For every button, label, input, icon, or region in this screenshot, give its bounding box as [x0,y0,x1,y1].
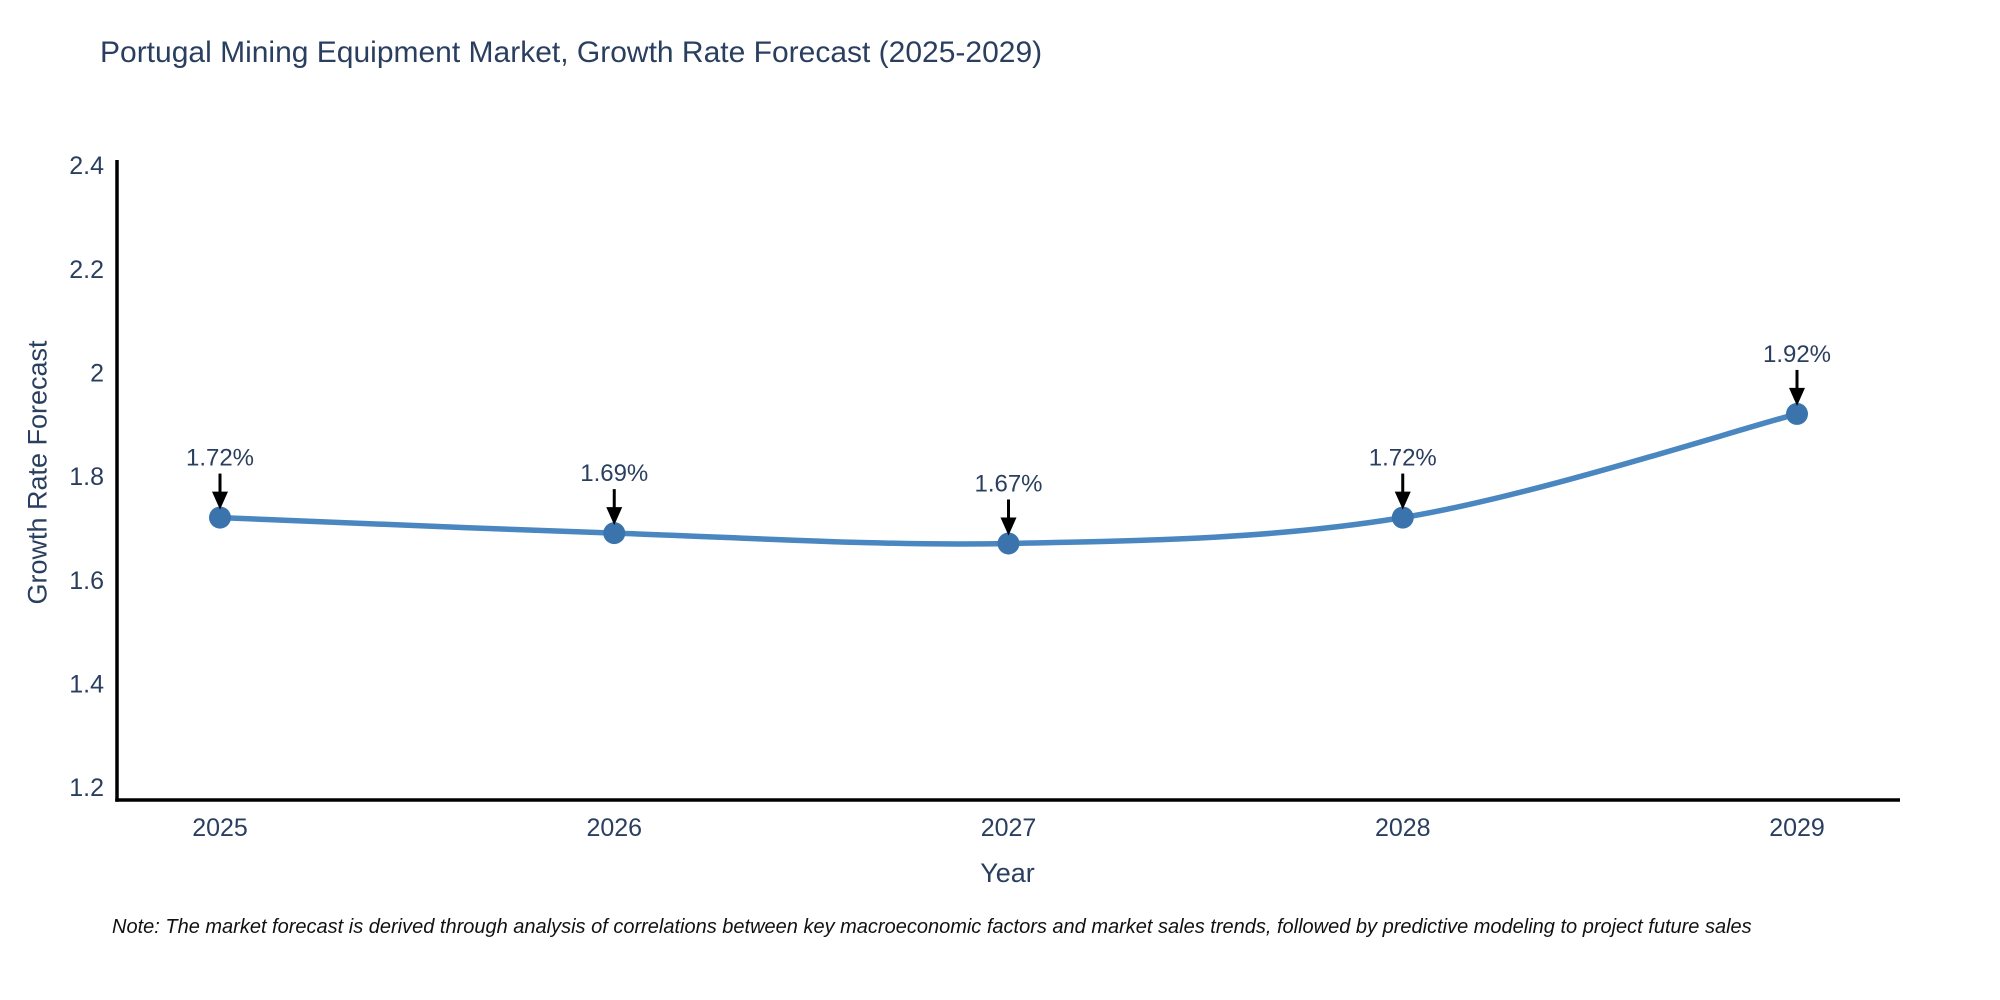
chart-note: Note: The market forecast is derived thr… [112,916,1752,938]
x-tick-label: 2029 [1769,814,1825,842]
annotation-arrow-head-icon [1394,491,1411,510]
x-tick-label: 2025 [192,814,248,842]
data-point-marker[interactable] [1786,402,1808,425]
x-tick-label: 2028 [1375,814,1431,842]
data-point-marker[interactable] [603,522,626,545]
y-tick-label: 2 [90,359,104,387]
annotation-arrow-head-icon [606,507,623,526]
x-tick-label: 2027 [981,814,1037,842]
point-annotation-label: 1.92% [1763,341,1831,368]
data-point-marker[interactable] [1391,506,1414,529]
y-tick-label: 1.8 [69,463,104,491]
point-annotation-label: 1.67% [974,470,1042,497]
y-tick-label: 1.2 [69,774,104,802]
chart-title: Portugal Mining Equipment Market, Growth… [100,36,1043,69]
y-tick-label: 1.6 [69,567,104,595]
annotation-arrow-head-icon [212,491,228,510]
point-annotation-label: 1.72% [186,445,254,472]
y-tick-label: 2.4 [69,152,104,180]
data-point-marker[interactable] [209,506,231,529]
y-tick-label: 2.2 [69,256,104,284]
annotation-arrow-head-icon [1789,387,1805,406]
data-point-marker[interactable] [997,532,1020,555]
annotation-arrow-head-icon [1000,517,1017,536]
point-annotation-label: 1.69% [580,460,648,487]
y-tick-label: 1.4 [69,670,104,698]
x-axis-title: Year [980,858,1035,888]
point-annotation-label: 1.72% [1369,445,1437,472]
x-tick-label: 2026 [586,814,642,842]
